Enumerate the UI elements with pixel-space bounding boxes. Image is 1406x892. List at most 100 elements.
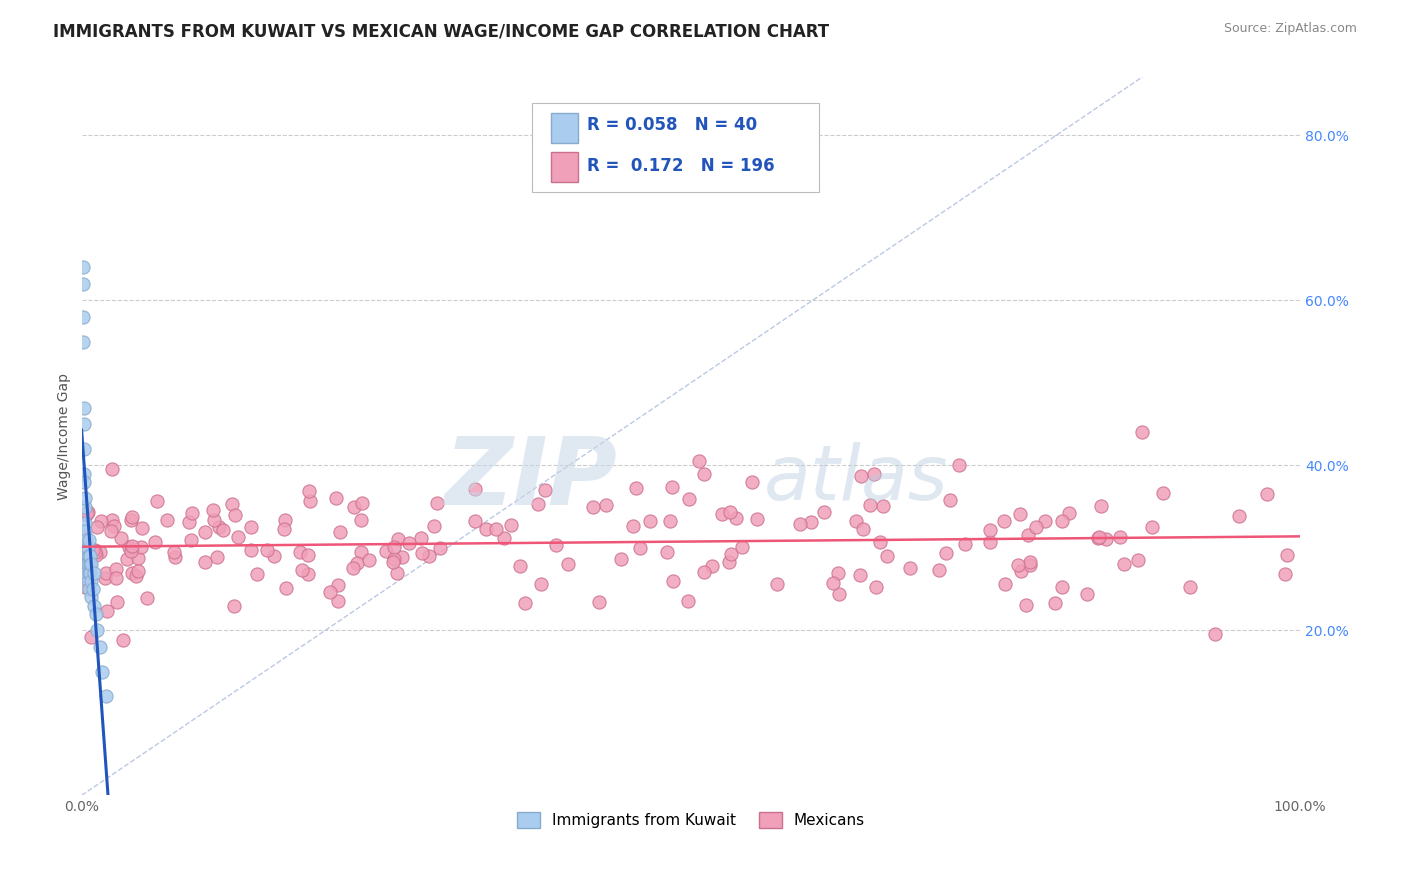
Point [76, 533, 98, 547]
Point [382, 556, 405, 570]
Point [1130, 425, 1153, 440]
Point [73, 401, 96, 415]
Point [110, 532, 132, 546]
Point [387, 532, 409, 546]
Point [181, 506, 204, 520]
Point [1180, 580, 1202, 594]
Point [1050, 580, 1073, 594]
Point [621, 519, 644, 533]
Point [821, 575, 844, 590]
Point [77, 552, 100, 566]
Point [1095, 533, 1118, 547]
Point [766, 577, 789, 591]
Point [609, 551, 631, 566]
Point [84, 542, 107, 557]
Point [426, 496, 449, 510]
Point [163, 545, 186, 559]
Point [318, 585, 340, 599]
Text: R =  0.172   N = 196: R = 0.172 N = 196 [588, 157, 775, 175]
Point [76, 541, 98, 555]
Point [96, 566, 118, 580]
Point [876, 549, 898, 563]
FancyBboxPatch shape [551, 113, 578, 144]
Point [509, 559, 531, 574]
Point [118, 540, 141, 554]
Point [84, 607, 107, 621]
Point [662, 574, 685, 588]
Point [131, 521, 153, 535]
Point [101, 513, 124, 527]
Point [72, 260, 94, 275]
Point [464, 482, 486, 496]
Point [1019, 558, 1042, 572]
Point [979, 534, 1001, 549]
FancyBboxPatch shape [533, 103, 818, 193]
Point [1090, 500, 1112, 514]
Point [76, 549, 98, 563]
Point [121, 566, 143, 580]
FancyBboxPatch shape [551, 152, 578, 182]
Point [350, 545, 373, 559]
Point [117, 552, 139, 566]
Point [273, 522, 295, 536]
Point [72, 535, 94, 549]
Point [346, 556, 368, 570]
Point [77, 561, 100, 575]
Point [979, 523, 1001, 537]
Point [628, 541, 651, 556]
Point [76, 558, 98, 572]
Point [155, 513, 177, 527]
Point [1007, 558, 1029, 573]
Point [103, 518, 125, 533]
Point [76, 506, 98, 520]
Point [1088, 530, 1111, 544]
Point [655, 544, 678, 558]
Point [588, 594, 610, 608]
Point [485, 522, 508, 536]
Point [73, 417, 96, 431]
Point [898, 561, 921, 575]
Point [77, 533, 100, 547]
Point [385, 566, 408, 581]
Point [475, 522, 498, 536]
Point [1033, 514, 1056, 528]
Point [226, 531, 249, 545]
Point [72, 310, 94, 324]
Point [79, 549, 101, 563]
Point [221, 497, 243, 511]
Point [343, 500, 366, 514]
Point [464, 514, 486, 528]
Point [865, 580, 887, 594]
Point [845, 514, 868, 528]
Point [326, 593, 349, 607]
Point [298, 484, 321, 499]
Point [418, 549, 440, 563]
Point [80, 574, 103, 588]
Point [76, 558, 98, 572]
Point [948, 458, 970, 473]
Point [700, 559, 723, 574]
Point [75, 524, 97, 539]
Point [101, 462, 124, 476]
Point [77, 549, 100, 563]
Point [595, 498, 617, 512]
Point [693, 566, 716, 580]
Point [1057, 506, 1080, 520]
Point [91, 665, 114, 679]
Point [86, 520, 108, 534]
Y-axis label: Wage/Income Gap: Wage/Income Gap [58, 373, 72, 500]
Point [859, 499, 882, 513]
Point [813, 505, 835, 519]
Point [104, 571, 127, 585]
Point [127, 550, 149, 565]
Point [80, 631, 103, 645]
Point [1014, 599, 1036, 613]
Point [212, 523, 235, 537]
Point [146, 494, 169, 508]
Point [100, 524, 122, 538]
Point [239, 520, 262, 534]
Point [194, 555, 217, 569]
Point [256, 542, 278, 557]
Point [693, 467, 716, 481]
Point [530, 577, 553, 591]
